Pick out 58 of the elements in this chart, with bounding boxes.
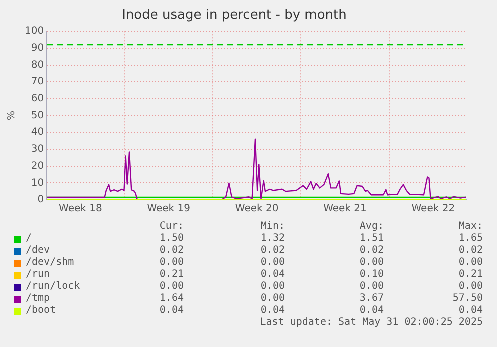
chart-title: Inode usage in percent - by month bbox=[122, 8, 347, 24]
text: 0.02 bbox=[260, 245, 285, 257]
text: 0.00 bbox=[160, 257, 184, 269]
y-tick-label: 50 bbox=[31, 110, 44, 122]
text: 0.00 bbox=[260, 257, 285, 269]
text: 0.02 bbox=[458, 245, 483, 257]
text: 1.50 bbox=[160, 233, 184, 245]
text: 1.64 bbox=[160, 293, 184, 305]
legend-label: /dev/shm bbox=[26, 257, 74, 269]
text: 0.00 bbox=[260, 293, 285, 305]
y-tick-label: 20 bbox=[31, 160, 44, 172]
y-tick-label: 30 bbox=[31, 144, 44, 156]
legend-label: /run/lock bbox=[26, 281, 80, 293]
legend-label: /boot bbox=[26, 305, 56, 317]
text: 0.21 bbox=[458, 269, 483, 281]
x-tick-label: Week 21 bbox=[324, 204, 367, 215]
text: 0.00 bbox=[360, 257, 384, 269]
text: 0.00 bbox=[160, 281, 184, 293]
text: 0.00 bbox=[458, 281, 483, 293]
x-tick-label: Week 20 bbox=[235, 204, 279, 215]
y-tick-label: 80 bbox=[31, 60, 44, 71]
text: Last update: Sat May 31 02:00:25 2025 bbox=[260, 317, 483, 329]
text: 0.04 bbox=[260, 305, 285, 317]
text: 1.32 bbox=[260, 233, 285, 245]
y-tick-label: 70 bbox=[31, 76, 44, 88]
text: 0.04 bbox=[260, 269, 285, 281]
text: 0.04 bbox=[360, 305, 384, 317]
y-tick-label: 60 bbox=[31, 94, 44, 105]
text: 57.50 bbox=[452, 293, 483, 305]
text: Min: bbox=[260, 221, 285, 233]
y-tick-label: 10 bbox=[31, 178, 44, 189]
y-tick-label: 40 bbox=[31, 127, 44, 138]
text: 3.67 bbox=[360, 293, 384, 305]
text: 0.02 bbox=[360, 245, 384, 257]
text: Cur: bbox=[160, 221, 184, 233]
y-tick-label: 100 bbox=[24, 26, 44, 38]
y-tick-label: 90 bbox=[31, 43, 44, 54]
x-tick-label: Week 22 bbox=[412, 204, 456, 215]
legend-label: /tmp bbox=[26, 293, 50, 305]
text: 1.51 bbox=[360, 233, 384, 245]
text: 0.21 bbox=[160, 269, 184, 281]
legend-label: /run bbox=[26, 269, 50, 281]
x-tick-label: Week 19 bbox=[147, 204, 191, 215]
text: 0.00 bbox=[360, 281, 384, 293]
text: 0.00 bbox=[458, 257, 483, 269]
legend-label: /dev bbox=[26, 245, 50, 257]
text: 1.65 bbox=[458, 233, 483, 245]
text: 0.10 bbox=[360, 269, 384, 281]
x-tick-label: Week 18 bbox=[59, 204, 102, 215]
text: 0.00 bbox=[260, 281, 285, 293]
text: 0.04 bbox=[160, 305, 184, 317]
y-axis-title: % bbox=[6, 111, 18, 121]
text: 0.04 bbox=[458, 305, 483, 317]
text: Max: bbox=[458, 221, 483, 233]
y-tick-label: 0 bbox=[38, 194, 44, 206]
text: Avg: bbox=[360, 221, 384, 233]
legend-label: / bbox=[26, 233, 32, 245]
text: 0.02 bbox=[160, 245, 184, 257]
